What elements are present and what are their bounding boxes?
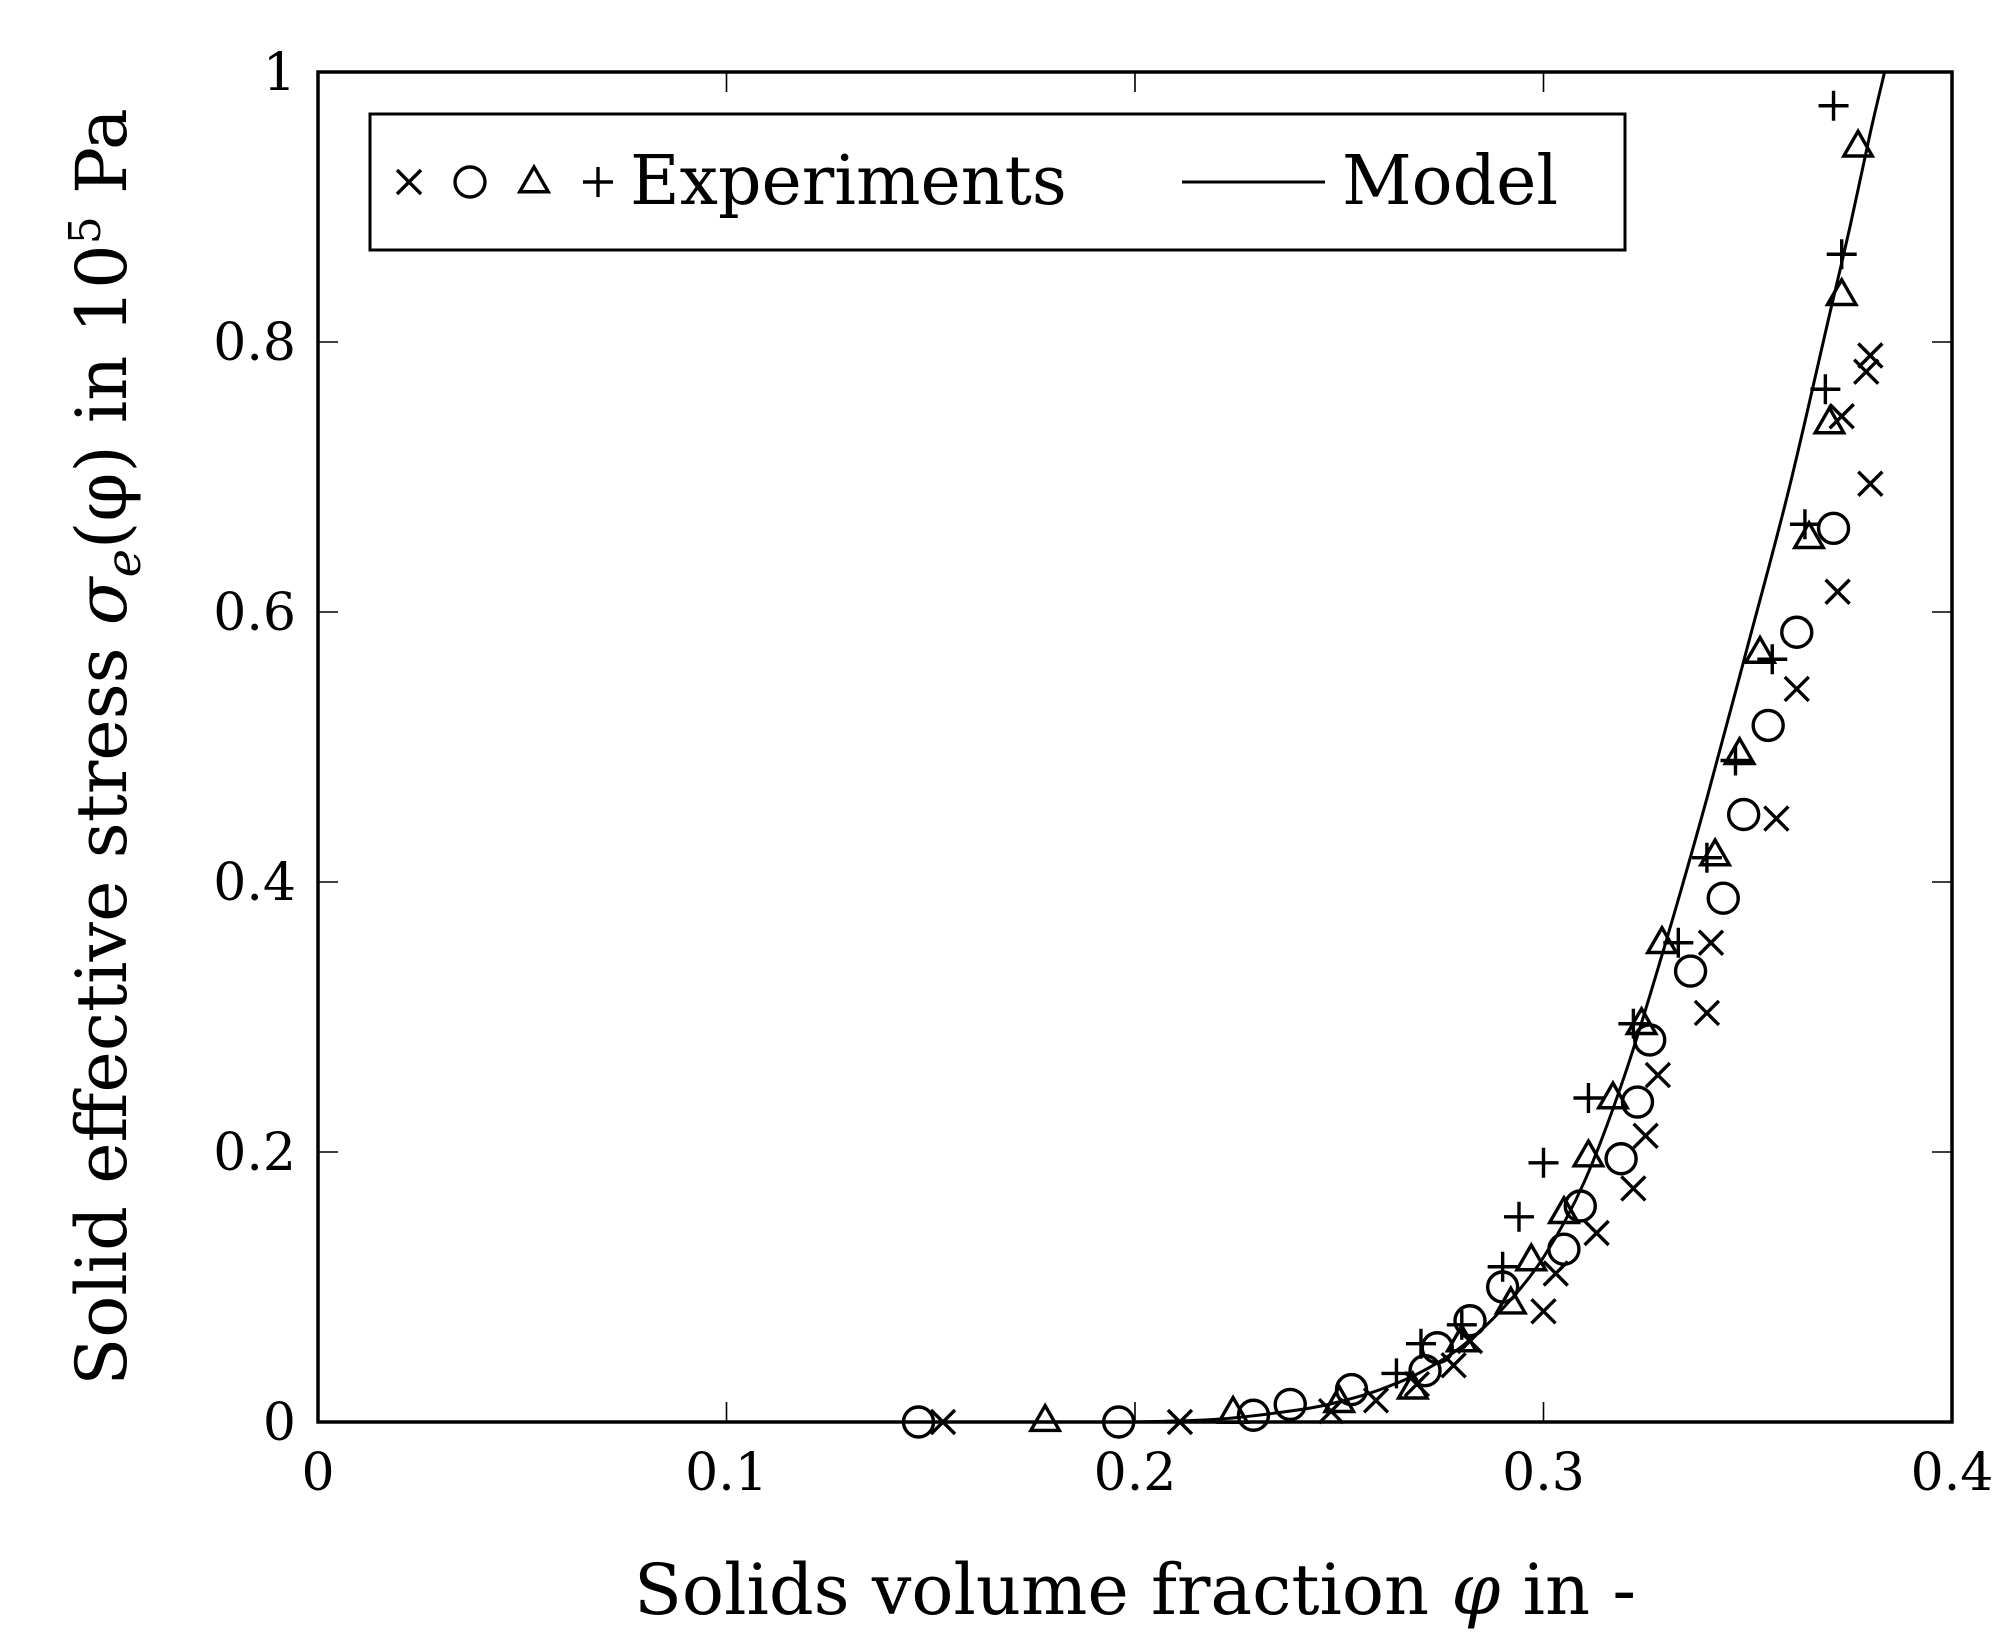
y-tick-label: 0.6 (213, 583, 296, 643)
y-axis-units-prefix: in 10 (61, 244, 143, 423)
x-tick-labels: 0 0.1 0.2 0.3 0.4 (301, 1443, 1993, 1503)
data-point-plus (1757, 644, 1788, 675)
data-point-plus (1663, 927, 1694, 958)
data-point-circle (1563, 1189, 1597, 1223)
x-tick-label: 0.2 (1094, 1443, 1177, 1503)
data-point-circle (1453, 1304, 1487, 1338)
data-point-circle (1273, 1387, 1307, 1422)
x-axis-title-text: Solids volume fraction (634, 1549, 1429, 1631)
data-point-cross (1824, 578, 1851, 605)
data-point-plus (1573, 1083, 1604, 1113)
legend-experiments-label: Experiments (630, 142, 1067, 221)
data-point-plus (1810, 374, 1841, 405)
data-point-triangle (1027, 1402, 1063, 1433)
data-point-cross (1583, 1219, 1610, 1247)
y-axis-symbol: σ (61, 575, 143, 625)
data-point-triangle (1812, 404, 1847, 435)
data-point-triangle (1644, 924, 1680, 955)
data-point-circle (1604, 1142, 1638, 1176)
data-point-plus (1691, 842, 1722, 873)
data-point-cross (1763, 805, 1790, 832)
legend-marker-circle (453, 165, 487, 199)
data-point-circle (1816, 511, 1851, 545)
data-point-cross (1620, 1175, 1647, 1202)
data-point-circle (1547, 1232, 1581, 1266)
data-point-cross (1632, 1122, 1659, 1150)
data-point-triangle (1824, 276, 1859, 307)
data-point-cross (1857, 342, 1884, 369)
data-point-cross (1362, 1387, 1390, 1414)
y-tick-labels: 0 0.2 0.4 0.6 0.8 1 (213, 43, 296, 1453)
data-point-plus (1826, 239, 1857, 270)
x-axis-units: in - (1523, 1549, 1636, 1631)
data-point-triangle (1742, 634, 1778, 664)
x-tick-label: 0.4 (1911, 1443, 1994, 1503)
data-point-cross (1697, 929, 1725, 956)
data-point-plus (1789, 509, 1820, 540)
data-point-triangle (1493, 1284, 1529, 1315)
legend-box (368, 112, 1627, 252)
data-point-plus (1405, 1328, 1436, 1359)
y-axis-symbol-subscript: e (96, 549, 152, 577)
data-point-triangle (1322, 1383, 1357, 1414)
legend-experiment-markers (395, 163, 613, 199)
data-point-circle (1236, 1398, 1271, 1432)
data-point-plus (1528, 1147, 1559, 1178)
data-point-triangle (1514, 1241, 1549, 1272)
data-point-cross (1644, 1061, 1672, 1089)
data-point-cross (1857, 470, 1884, 497)
data-point-triangle (1546, 1194, 1582, 1225)
data-point-triangle (1840, 127, 1876, 158)
y-axis-units-exponent: 5 (60, 216, 111, 244)
legend-marker-cross (395, 168, 423, 196)
data-point-triangle (1595, 1079, 1631, 1110)
plot-frame (316, 70, 1954, 1424)
x-tick-label: 0.1 (685, 1443, 768, 1503)
legend-model-label: Model (1342, 142, 1558, 221)
data-point-circle (1751, 708, 1785, 743)
y-tick-label: 0 (263, 1393, 296, 1453)
legend-marker-triangle (516, 163, 552, 194)
data-point-triangle (1791, 519, 1827, 550)
data-point-circle (1706, 881, 1740, 915)
data-point-circle (1780, 615, 1814, 649)
x-axis-title: Solids volume fraction φ in - (634, 1549, 1636, 1631)
y-axis-title: Solid effective stress σe(φ) in 105 Pa (35, 108, 152, 1385)
data-point-plus (1381, 1358, 1412, 1389)
legend-marker-plus (583, 167, 613, 197)
x-tick-label: 0 (301, 1443, 334, 1503)
data-point-cross (1783, 675, 1810, 703)
data-point-cross (1693, 999, 1721, 1027)
legend: Experiments Model (368, 112, 1627, 252)
y-tick-label: 0.4 (213, 853, 296, 913)
data-point-plus (1487, 1251, 1518, 1282)
data-point-cross (1530, 1298, 1557, 1325)
y-axis-symbol-argument: (φ) (61, 445, 143, 549)
data-point-triangle (1395, 1369, 1430, 1400)
x-axis-symbol: φ (1451, 1549, 1500, 1631)
data-point-plus (1503, 1201, 1534, 1232)
data-point-cross (1853, 358, 1880, 385)
data-point-circle (1673, 954, 1708, 988)
data-point-triangle (1444, 1322, 1479, 1353)
y-axis-units-suffix: Pa (61, 108, 143, 194)
data-point-plus (1446, 1309, 1477, 1340)
y-tick-label: 1 (263, 43, 296, 103)
data-point-cross (1828, 403, 1855, 430)
data-point-triangle (1571, 1137, 1606, 1168)
data-point-circle (1726, 797, 1761, 832)
data-point-plus (1618, 1008, 1649, 1039)
data-point-plus (1818, 90, 1849, 121)
data-point-plus (1720, 745, 1751, 776)
x-tick-label: 0.3 (1502, 1443, 1585, 1503)
y-tick-label: 0.8 (213, 313, 296, 373)
data-point-cross (1440, 1352, 1467, 1379)
experiment-points-layer (901, 90, 1884, 1439)
y-tick-label: 0.2 (213, 1123, 296, 1183)
data-point-triangle (1722, 735, 1757, 766)
y-axis-title-text: Solid effective stress (61, 647, 143, 1385)
